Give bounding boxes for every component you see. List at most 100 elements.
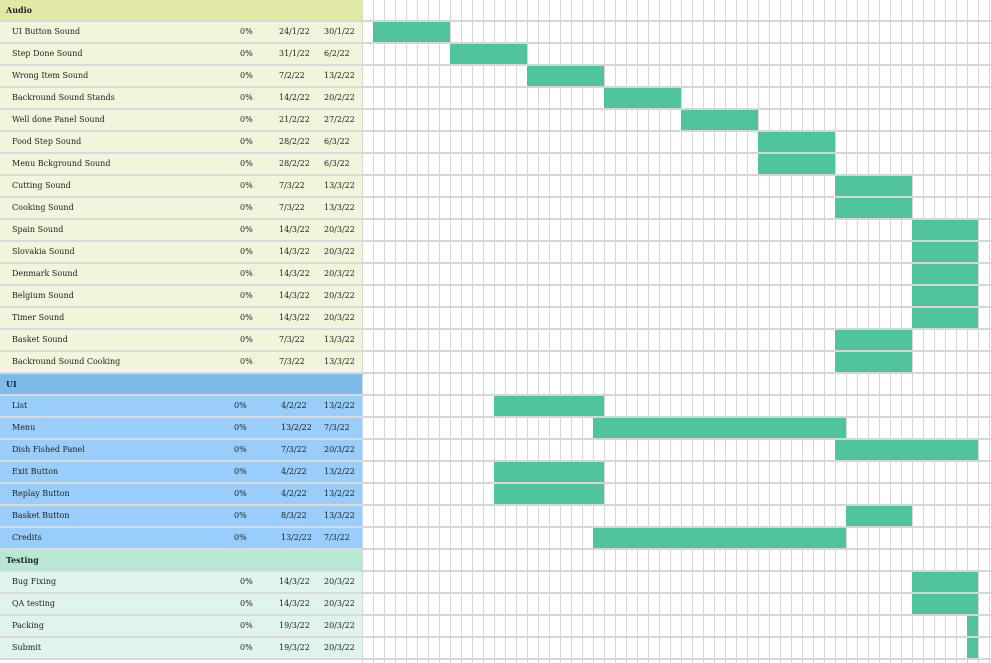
table-row[interactable]: Dish Fished Panel 0% 7/3/22 20/3/22	[0, 440, 362, 462]
task-end-date: 13/3/22	[324, 511, 355, 520]
gantt-bar[interactable]	[835, 330, 912, 350]
gantt-bar[interactable]	[912, 572, 978, 592]
table-row[interactable]: Denmark Sound 0% 14/3/22 20/3/22	[0, 264, 362, 286]
gantt-bar[interactable]	[846, 506, 912, 526]
task-name: Timer Sound	[12, 313, 65, 322]
task-name: Step Done Sound	[12, 49, 83, 58]
gantt-bar[interactable]	[494, 484, 604, 504]
task-start-date: 4/2/22	[281, 467, 307, 476]
table-row[interactable]: Cutting Sound 0% 7/3/22 13/3/22	[0, 176, 362, 198]
table-row[interactable]: List 0% 4/2/22 13/2/22	[0, 396, 362, 418]
task-progress: 0%	[240, 225, 253, 234]
gantt-bar[interactable]	[758, 132, 835, 152]
gantt-bar[interactable]	[450, 44, 527, 64]
table-row[interactable]: Replay Button 0% 4/2/22 13/2/22	[0, 484, 362, 506]
gantt-bar[interactable]	[912, 220, 978, 240]
task-end-date: 13/3/22	[324, 203, 355, 212]
gantt-bar[interactable]	[835, 198, 912, 218]
gantt-bar[interactable]	[373, 22, 450, 42]
table-row[interactable]: UI Button Sound 0% 24/1/22 30/1/22	[0, 22, 362, 44]
table-row[interactable]: Slovakia Sound 0% 14/3/22 20/3/22	[0, 242, 362, 264]
gantt-bar[interactable]	[967, 638, 978, 658]
task-end-date: 13/3/22	[324, 357, 355, 366]
task-name: Spain Sound	[12, 225, 64, 234]
gantt-bar[interactable]	[912, 286, 978, 306]
table-row[interactable]: Step Done Sound 0% 31/1/22 6/2/22	[0, 44, 362, 66]
table-row[interactable]: QA testing 0% 14/3/22 20/3/22	[0, 594, 362, 616]
task-progress: 0%	[240, 269, 253, 278]
table-row[interactable]: Food Step Sound 0% 28/2/22 6/3/22	[0, 132, 362, 154]
task-name: Backround Sound Stands	[12, 93, 115, 102]
table-row[interactable]: Backround Sound Cooking 0% 7/3/22 13/3/22	[0, 352, 362, 374]
task-start-date: 14/3/22	[279, 599, 310, 608]
task-name: Bug Fixing	[12, 577, 57, 586]
table-row[interactable]: Wrong Item Sound 0% 7/2/22 13/2/22	[0, 66, 362, 88]
table-row[interactable]: Spain Sound 0% 14/3/22 20/3/22	[0, 220, 362, 242]
task-name: Backround Sound Cooking	[12, 357, 121, 366]
table-row[interactable]: Submit 0% 19/3/22 20/3/22	[0, 638, 362, 660]
task-name: Dish Fished Panel	[12, 445, 85, 454]
table-row[interactable]: Timer Sound 0% 14/3/22 20/3/22	[0, 308, 362, 330]
task-progress: 0%	[240, 577, 253, 586]
gantt-bar[interactable]	[681, 110, 758, 130]
task-progress: 0%	[234, 445, 247, 454]
task-end-date: 20/3/22	[324, 599, 355, 608]
gantt-bar[interactable]	[758, 154, 835, 174]
gantt-bar[interactable]	[835, 352, 912, 372]
task-start-date: 13/2/22	[281, 533, 312, 542]
group-title: Testing	[6, 555, 39, 565]
table-row[interactable]: Menu 0% 13/2/22 7/3/22	[0, 418, 362, 440]
task-progress: 0%	[240, 115, 253, 124]
task-end-date: 20/3/22	[324, 225, 355, 234]
table-row[interactable]: Bug Fixing 0% 14/3/22 20/3/22	[0, 572, 362, 594]
gantt-bar[interactable]	[494, 396, 604, 416]
gantt-bar[interactable]	[967, 616, 978, 636]
gantt-bar[interactable]	[593, 528, 846, 548]
task-progress: 0%	[240, 27, 253, 36]
task-end-date: 20/2/22	[324, 93, 355, 102]
gantt-bar[interactable]	[494, 462, 604, 482]
group-header-testing[interactable]: Testing	[0, 550, 362, 572]
task-end-date: 30/1/22	[324, 27, 355, 36]
task-start-date: 14/3/22	[279, 577, 310, 586]
gantt-bar[interactable]	[593, 418, 846, 438]
table-row[interactable]: Cooking Sound 0% 7/3/22 13/3/22	[0, 198, 362, 220]
group-header-audio[interactable]: Audio	[0, 0, 362, 22]
task-end-date: 6/3/22	[324, 159, 350, 168]
table-row[interactable]: Exit Button 0% 4/2/22 13/2/22	[0, 462, 362, 484]
task-start-date: 7/3/22	[279, 203, 305, 212]
table-row[interactable]: Credits 0% 13/2/22 7/3/22	[0, 528, 362, 550]
table-row[interactable]: Basket Sound 0% 7/3/22 13/3/22	[0, 330, 362, 352]
gantt-bar[interactable]	[604, 88, 681, 108]
gantt-bar[interactable]	[912, 242, 978, 262]
task-end-date: 6/3/22	[324, 137, 350, 146]
group-header-ui[interactable]: UI	[0, 374, 362, 396]
task-end-date: 20/3/22	[324, 313, 355, 322]
task-name: Wrong Item Sound	[12, 71, 89, 80]
task-progress: 0%	[240, 335, 253, 344]
table-row[interactable]: Menu Bckground Sound 0% 28/2/22 6/3/22	[0, 154, 362, 176]
gantt-bar[interactable]	[835, 176, 912, 196]
task-name: Belgium Sound	[12, 291, 74, 300]
gantt-bar[interactable]	[912, 264, 978, 284]
task-start-date: 7/3/22	[281, 445, 307, 454]
table-row[interactable]: Packing 0% 19/3/22 20/3/22	[0, 616, 362, 638]
gantt-bar[interactable]	[912, 594, 978, 614]
gantt-bar[interactable]	[912, 308, 978, 328]
task-start-date: 24/1/22	[279, 27, 310, 36]
gantt-bar[interactable]	[527, 66, 604, 86]
task-end-date: 13/2/22	[324, 71, 355, 80]
task-name: List	[12, 401, 28, 410]
task-name: Slovakia Sound	[12, 247, 75, 256]
table-row[interactable]: Basket Button 0% 8/3/22 13/3/22	[0, 506, 362, 528]
task-progress: 0%	[240, 181, 253, 190]
task-progress: 0%	[240, 357, 253, 366]
table-row[interactable]: Well done Panel Sound 0% 21/2/22 27/2/22	[0, 110, 362, 132]
table-row[interactable]: Backround Sound Stands 0% 14/2/22 20/2/22	[0, 88, 362, 110]
task-progress: 0%	[240, 247, 253, 256]
task-start-date: 28/2/22	[279, 137, 310, 146]
gantt-bar[interactable]	[835, 440, 978, 460]
task-name: QA testing	[12, 599, 55, 608]
task-name: Packing	[12, 621, 44, 630]
table-row[interactable]: Belgium Sound 0% 14/3/22 20/3/22	[0, 286, 362, 308]
